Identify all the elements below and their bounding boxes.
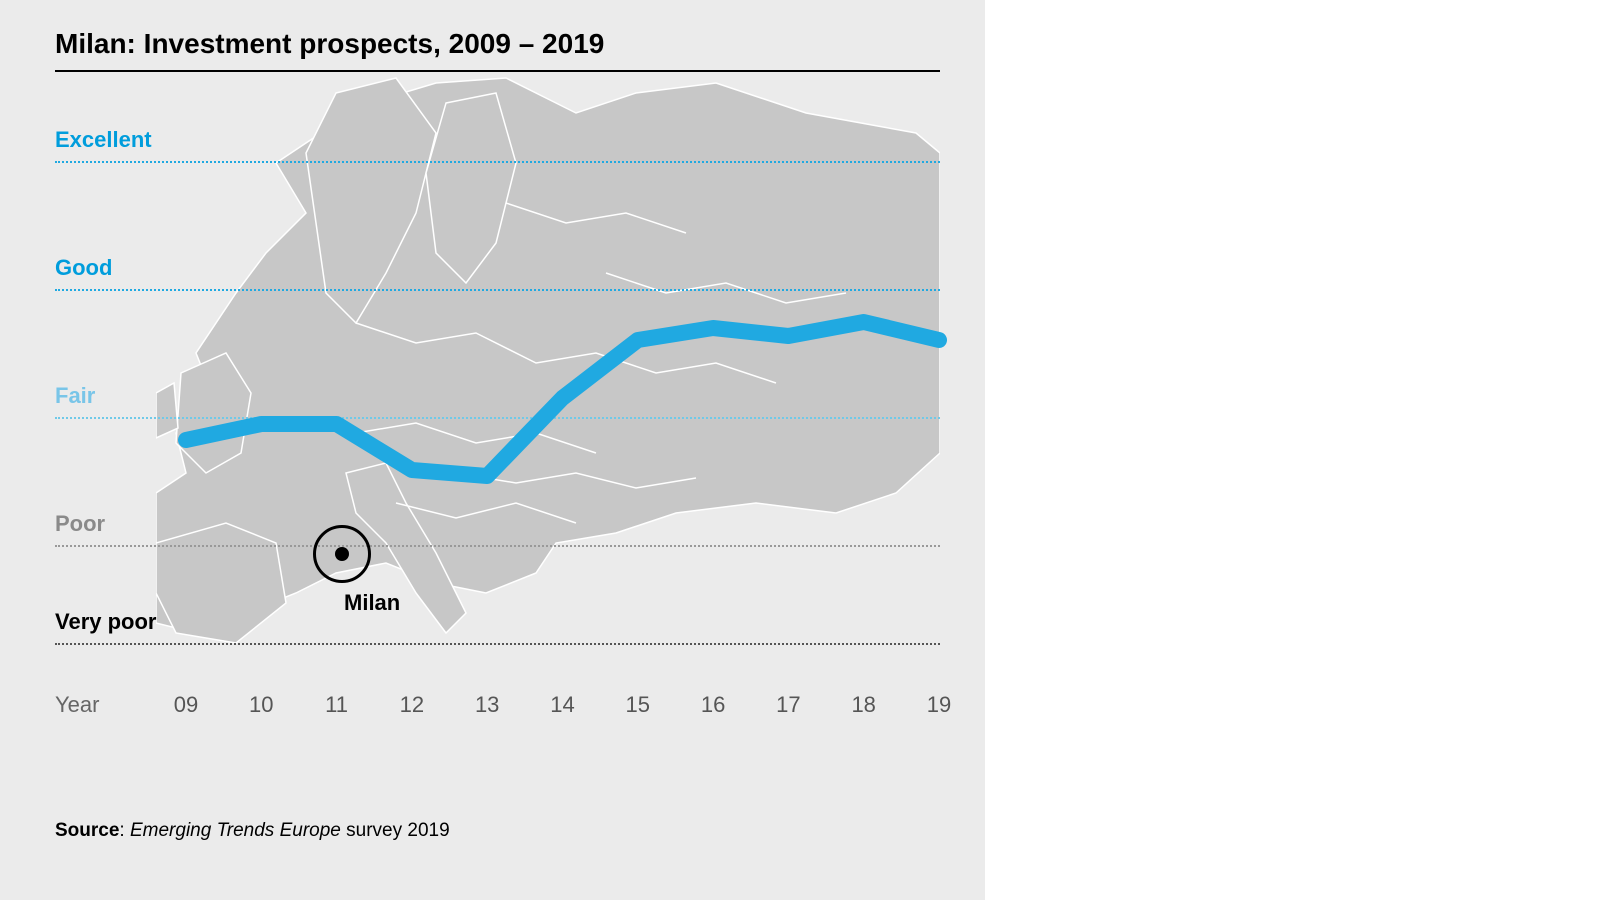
x-tick: 10 (249, 692, 273, 718)
title-rule (55, 70, 940, 72)
x-tick: 16 (701, 692, 725, 718)
grid-line (55, 417, 940, 419)
y-axis-label: Excellent (55, 127, 152, 153)
y-axis-label: Fair (55, 383, 95, 409)
grid-line (55, 643, 940, 645)
x-tick: 19 (927, 692, 951, 718)
milan-label: Milan (344, 590, 400, 616)
marker-ring (313, 525, 371, 583)
x-tick: 15 (626, 692, 650, 718)
x-tick: 12 (400, 692, 424, 718)
x-tick: 18 (851, 692, 875, 718)
y-axis-label: Poor (55, 511, 105, 537)
y-axis-label: Very poor (55, 609, 156, 635)
source-suffix: survey 2019 (341, 820, 450, 841)
source-attribution: Source: Emerging Trends Europe survey 20… (55, 820, 450, 842)
marker-dot (335, 547, 349, 561)
chart-container: Milan: Investment prospects, 2009 – 2019 (0, 0, 985, 900)
x-tick: 13 (475, 692, 499, 718)
grid-line (55, 289, 940, 291)
source-publication: Emerging Trends Europe (130, 820, 341, 841)
grid-line (55, 545, 940, 547)
milan-marker (313, 525, 371, 583)
europe-map-background (156, 73, 940, 673)
x-axis-label: Year (55, 692, 99, 718)
x-tick: 17 (776, 692, 800, 718)
y-axis-label: Good (55, 255, 112, 281)
x-tick: 11 (325, 692, 348, 718)
chart-title: Milan: Investment prospects, 2009 – 2019 (55, 28, 604, 60)
source-prefix: Source (55, 820, 119, 841)
grid-line (55, 161, 940, 163)
x-tick: 14 (550, 692, 574, 718)
x-tick: 09 (174, 692, 198, 718)
